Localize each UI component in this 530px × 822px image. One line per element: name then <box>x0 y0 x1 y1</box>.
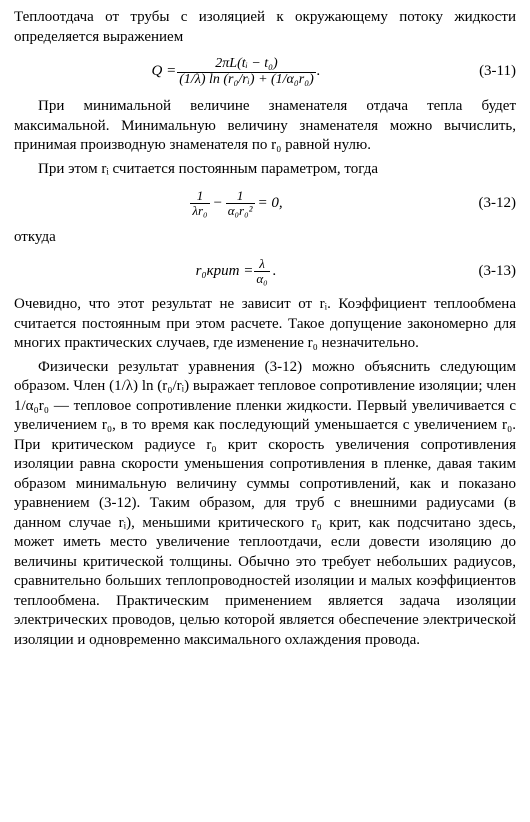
paragraph-ri-const: При этом rᵢ считается постоянным парамет… <box>14 160 516 180</box>
equation-3-13: r₀крит = λ α₀ . (3-13) <box>14 257 516 285</box>
eq-period: . <box>271 262 277 282</box>
paragraph-intro: Теплоотдача от трубы с изоляцией к окруж… <box>14 8 516 47</box>
eq-term2-den: α₀r₀² <box>226 203 255 218</box>
paragraph-independent: Очевидно, что этот результат не зависит … <box>14 295 516 354</box>
eq-numerator: λ <box>257 257 267 271</box>
minus-sign: − <box>211 194 225 214</box>
paragraph-physical: Физически результат уравнения (3-12) мож… <box>14 358 516 651</box>
equation-number: (3-12) <box>458 194 516 214</box>
equation-number: (3-13) <box>458 262 516 282</box>
eq-denominator: α₀ <box>254 271 269 286</box>
eq-lhs: r₀крит = <box>196 262 254 282</box>
eq-term2-num: 1 <box>235 189 246 203</box>
paragraph-min-denom: При минимальной величине знаменателя отд… <box>14 97 516 156</box>
eq-denominator: (1/λ) ln (r₀/rᵢ) + (1/α₀r₀) <box>177 72 316 88</box>
eq-rhs: = 0, <box>256 194 283 214</box>
equation-number: (3-11) <box>458 62 516 82</box>
eq-term1-den: λr₀ <box>190 203 209 218</box>
eq-term1-num: 1 <box>195 189 206 203</box>
eq-period: . <box>317 62 321 82</box>
equation-3-12: 1 λr₀ − 1 α₀r₀² = 0, (3-12) <box>14 189 516 217</box>
eq-numerator: 2πL(tᵢ − t₀) <box>213 57 279 72</box>
paragraph-whence: откуда <box>14 228 516 248</box>
eq-lhs: Q = <box>151 62 176 82</box>
equation-3-11: Q = 2πL(tᵢ − t₀) (1/λ) ln (r₀/rᵢ) + (1/α… <box>14 57 516 87</box>
